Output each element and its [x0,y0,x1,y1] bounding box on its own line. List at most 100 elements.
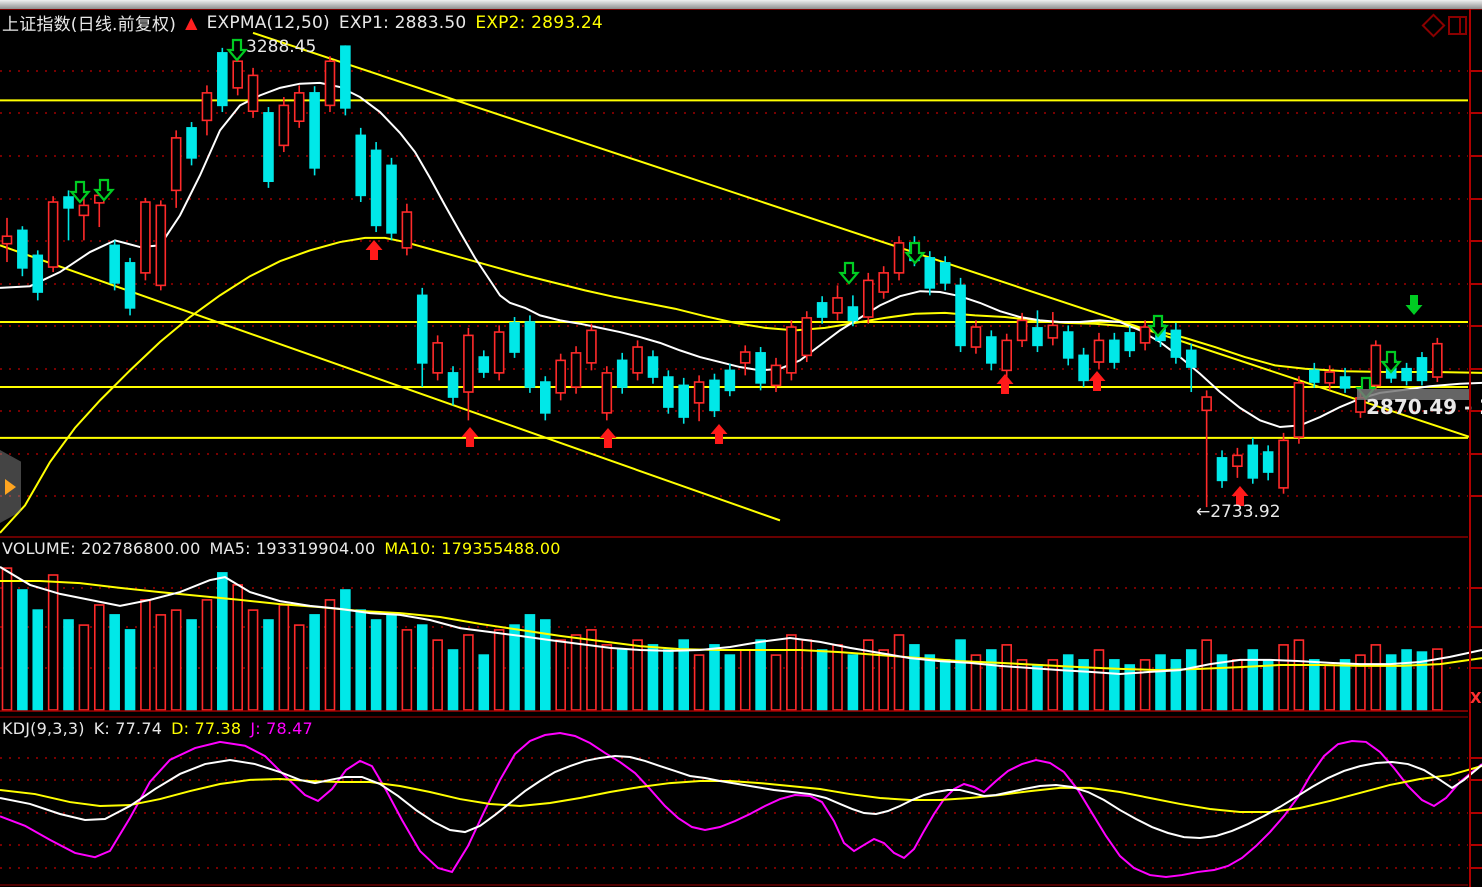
candle [647,356,659,378]
candle [124,262,136,309]
volume-bar [232,584,243,711]
peak-price-label: 3288.45 [246,37,316,57]
candle [416,294,428,364]
candle [478,356,490,373]
volume-bar [201,599,213,711]
candle [1370,344,1382,387]
volume-bar [47,574,59,711]
candle [63,196,74,209]
volume-bar [770,654,782,711]
candle [539,381,551,414]
candle [1001,339,1013,372]
volume-bar [1293,639,1305,711]
volume-bar [1155,654,1166,711]
candle [1109,339,1120,363]
candle [1432,342,1443,378]
volume-bar [340,589,351,711]
kdj-name: KDJ(9,3,3) [2,719,85,738]
volume-bar [832,644,843,711]
candle [78,204,90,217]
candle [509,322,520,353]
buy-signal-arrow [1231,486,1249,506]
candle [186,127,197,159]
candle [1247,444,1259,479]
candle [386,164,397,234]
volume-bar [1432,648,1443,711]
volume-bar [693,654,705,711]
current-price-label: 2870.49 - 2 [1366,395,1482,419]
sell-signal-arrow-solid [1405,295,1423,315]
candle [1,235,13,245]
sell-signal-arrow [93,178,115,202]
symbol-title: 上证指数(日线.前复权) [2,15,177,35]
right-price-axis [1469,9,1471,887]
volume-bar [1262,659,1274,711]
volume-bar [1047,659,1059,711]
candle [893,242,905,274]
sell-signal-arrow [69,180,91,204]
kdj-j-value: J: 78.47 [250,719,313,738]
volume-bar [555,639,566,711]
kdj-d-value: D: 77.38 [171,719,242,738]
sell-signal-arrow [1380,350,1402,374]
volume-bar [124,629,136,711]
sell-signal-arrow [838,261,860,285]
candle [1093,339,1105,363]
candle [632,346,643,374]
buy-signal-icon: ▲ [185,12,198,32]
volume-bar [309,614,320,711]
volume-bar [1139,659,1151,711]
candle [524,321,536,388]
candle [924,257,936,289]
volume-bar [93,604,105,711]
candle [1216,457,1228,482]
window-split-icon[interactable] [1448,16,1467,35]
volume-ma5-value: MA5: 193319904.00 [209,539,376,558]
volume-bar [32,609,44,711]
low-price-label: ←2733.92 [1196,502,1281,522]
volume-bar [816,649,828,711]
volume-bar [1032,664,1043,711]
candle [340,45,351,109]
expand-right-icon [5,479,16,495]
sidebar-expander-tab[interactable] [0,450,21,523]
candle [309,92,320,169]
volume-bar [724,654,736,711]
candle [1262,451,1274,473]
candle [493,331,505,374]
volume-bar [755,639,766,711]
candle [17,229,28,269]
candle [570,352,582,388]
volume-bar [1401,649,1412,711]
candle [170,137,182,192]
volume-bar [1416,651,1428,711]
close-pane-icon[interactable]: X [1470,689,1482,707]
volume-bar [63,619,74,711]
volume-bar [1385,654,1397,711]
volume-bar [170,609,182,711]
candle [616,359,628,388]
volume-bar [447,649,459,711]
candle [678,384,690,418]
indicator-name: EXPMA(12,50) [206,12,330,33]
candle [786,326,797,374]
candle [217,52,228,107]
volume-bar [847,654,859,711]
volume-bar [678,639,690,711]
candle [155,204,167,287]
volume-bar [632,639,643,711]
candle [1016,319,1028,342]
volume-bar [1278,644,1289,711]
candle [401,211,413,249]
candle [370,149,382,227]
volume-bar [1370,644,1382,711]
candle [693,381,705,404]
volume-bar [924,654,936,711]
volume-bar [586,629,597,711]
candle [1401,367,1412,382]
volume-bar [786,634,797,711]
exp1-value: EXP1: 2883.50 [338,12,467,33]
volume-bar [1001,644,1013,711]
candle [847,306,859,322]
candle [1293,382,1305,438]
